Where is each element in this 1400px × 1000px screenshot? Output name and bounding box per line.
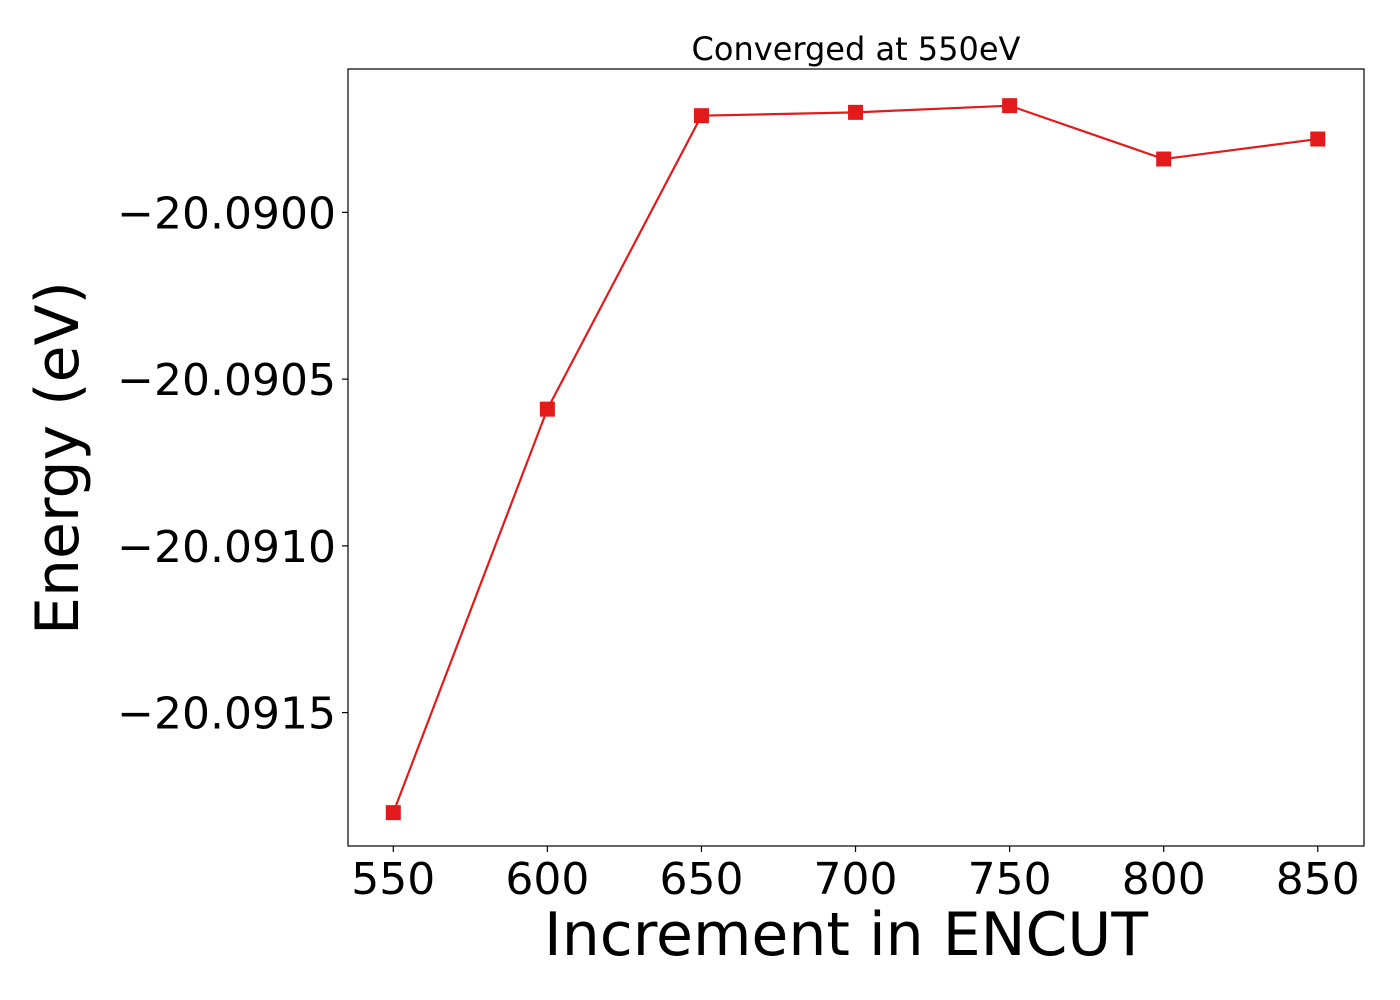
x-tick-label: 550 [351,854,435,905]
y-axis-title: Energy (eV) [23,281,93,635]
data-point [693,108,709,124]
y-tick-label: −20.0900 [117,188,336,239]
x-axis: 550 600 650 700 750 800 850 [351,846,1360,905]
data-point [385,805,401,821]
x-tick-label: 750 [968,854,1052,905]
chart-title: Converged at 550eV [692,30,1021,68]
data-point [1310,131,1326,147]
y-tick-label: −20.0915 [117,689,336,740]
y-tick-label: −20.0905 [117,355,336,406]
series-line [392,104,1318,814]
x-tick-label: 600 [505,854,589,905]
x-tick-label: 800 [1122,854,1206,905]
data-point [1156,151,1172,167]
x-tick-label: 700 [814,854,898,905]
x-tick-label: 650 [659,854,743,905]
y-tick-label: −20.0910 [117,522,336,573]
y-axis: −20.0915 −20.0910 −20.0905 −20.0900 [117,188,348,740]
data-point [1002,98,1018,114]
x-axis-title: Increment in ENCUT [544,900,1148,970]
plot-frame [347,68,1365,847]
plot-area [385,98,1326,821]
x-tick-label: 850 [1276,854,1360,905]
data-point [848,104,864,120]
data-point [539,401,555,417]
